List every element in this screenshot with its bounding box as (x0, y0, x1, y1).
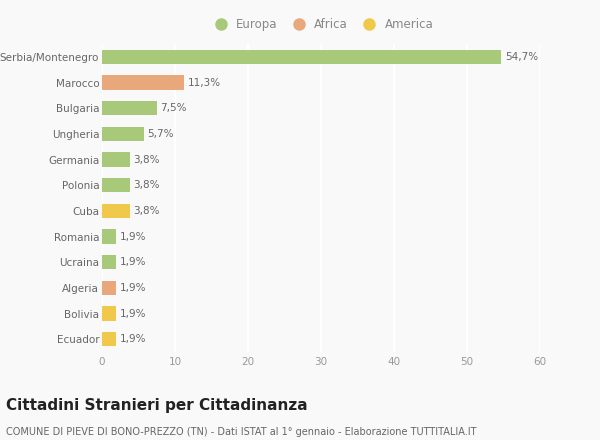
Bar (102, 127, 143, 141)
Text: Cittadini Stranieri per Cittadinanza: Cittadini Stranieri per Cittadinanza (6, 398, 308, 413)
Bar (102, 204, 130, 218)
Text: 3,8%: 3,8% (133, 154, 160, 165)
Text: 1,9%: 1,9% (119, 231, 146, 242)
Bar (102, 332, 116, 346)
Bar (102, 255, 116, 269)
Bar (102, 281, 116, 295)
Text: COMUNE DI PIEVE DI BONO-PREZZO (TN) - Dati ISTAT al 1° gennaio - Elaborazione TU: COMUNE DI PIEVE DI BONO-PREZZO (TN) - Da… (6, 427, 476, 437)
Text: 3,8%: 3,8% (133, 206, 160, 216)
Bar (102, 152, 130, 167)
Text: 5,7%: 5,7% (147, 129, 174, 139)
Bar (102, 306, 116, 321)
Text: 1,9%: 1,9% (119, 334, 146, 344)
Bar (102, 178, 130, 192)
Text: 11,3%: 11,3% (188, 77, 221, 88)
Text: 1,9%: 1,9% (119, 283, 146, 293)
Text: 7,5%: 7,5% (160, 103, 187, 113)
Text: 1,9%: 1,9% (119, 308, 146, 319)
Bar (102, 229, 116, 244)
Text: 3,8%: 3,8% (133, 180, 160, 190)
Legend: Europa, Africa, America: Europa, Africa, America (206, 16, 436, 34)
Text: 54,7%: 54,7% (505, 52, 538, 62)
Text: 1,9%: 1,9% (119, 257, 146, 267)
Bar (102, 101, 157, 115)
Bar (102, 50, 502, 64)
Bar (102, 75, 184, 90)
